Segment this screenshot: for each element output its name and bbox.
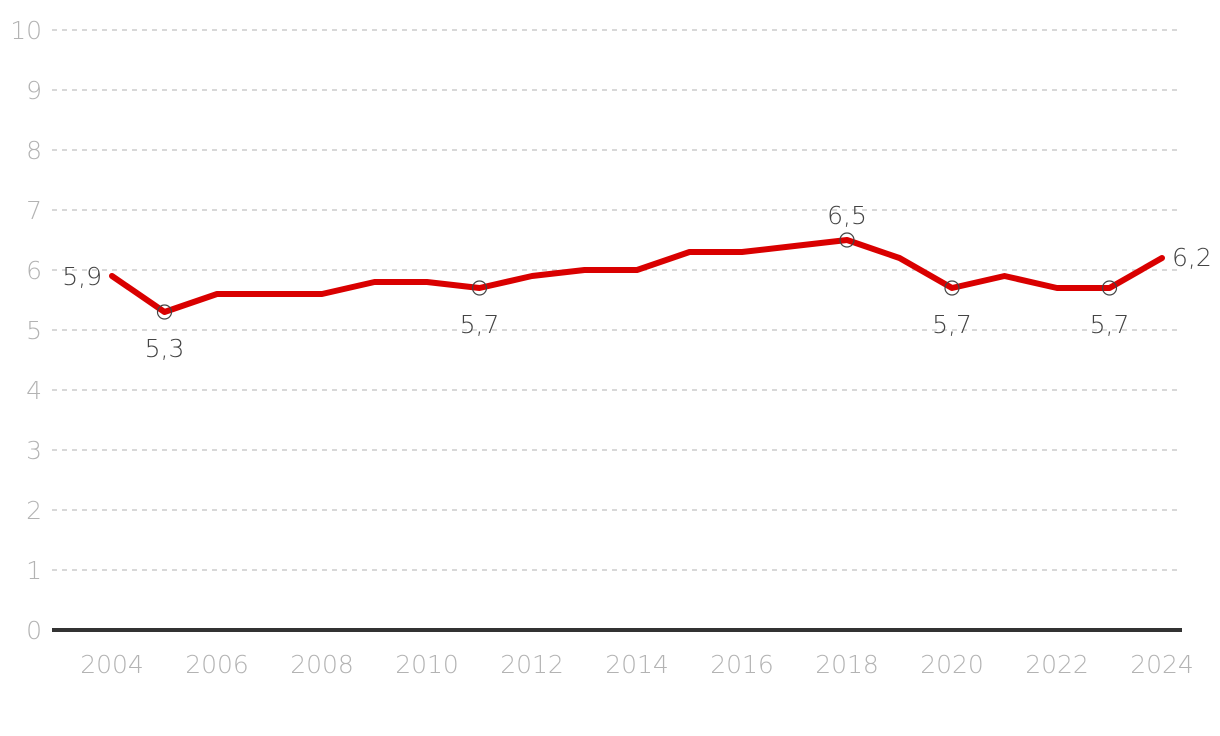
y-tick-label: 6	[26, 256, 42, 285]
gridlines	[52, 29, 1178, 571]
x-tick-label: 2016	[710, 650, 774, 679]
y-tick-label: 5	[26, 316, 42, 345]
data-point-marker	[471, 280, 488, 296]
x-tick-label: 2020	[920, 650, 984, 679]
data-labels: 5,9 5,3 5,7 6,5 5,7 5,7 6,2	[62, 201, 1212, 363]
y-axis-ticks: 0 1 2 3 4 5 6 7 8 9 10	[10, 16, 42, 645]
y-tick-label: 2	[26, 496, 42, 525]
x-tick-label: 2024	[1130, 650, 1194, 679]
y-tick-label: 0	[26, 616, 42, 645]
data-point-marker	[839, 232, 855, 248]
data-point-marker	[944, 280, 960, 296]
x-tick-label: 2004	[80, 650, 144, 679]
x-tick-label: 2014	[605, 650, 669, 679]
series-line-0	[109, 237, 1165, 315]
y-tick-label: 7	[26, 196, 42, 225]
x-axis-ticks: 2004 2006 2008 2010 2012 2014 2016 2018 2020 2022…	[80, 650, 1194, 679]
y-tick-label: 8	[26, 136, 42, 165]
series-lines	[109, 237, 1165, 315]
x-tick-label: 2012	[500, 650, 564, 679]
y-tick-label: 3	[26, 436, 42, 465]
data-label: 5,9	[62, 262, 102, 291]
data-point-marker	[1101, 280, 1118, 296]
y-tick-label: 4	[26, 376, 42, 405]
data-label: 5,7	[932, 310, 972, 339]
x-tick-label: 2022	[1025, 650, 1089, 679]
data-point-marker	[156, 304, 173, 320]
y-tick-label: 1	[26, 556, 42, 585]
data-markers	[156, 232, 1118, 320]
y-tick-label: 9	[26, 76, 42, 105]
data-label: 5,7	[460, 310, 500, 339]
data-label: 6,2	[1172, 243, 1212, 272]
y-tick-label: 10	[10, 16, 42, 45]
data-label: 6,5	[827, 201, 867, 230]
x-tick-label: 2008	[290, 650, 354, 679]
x-tick-label: 2018	[815, 650, 879, 679]
data-label: 5,7	[1090, 310, 1130, 339]
x-tick-label: 2010	[395, 650, 459, 679]
x-tick-label: 2006	[185, 650, 249, 679]
data-label: 5,3	[145, 334, 185, 363]
